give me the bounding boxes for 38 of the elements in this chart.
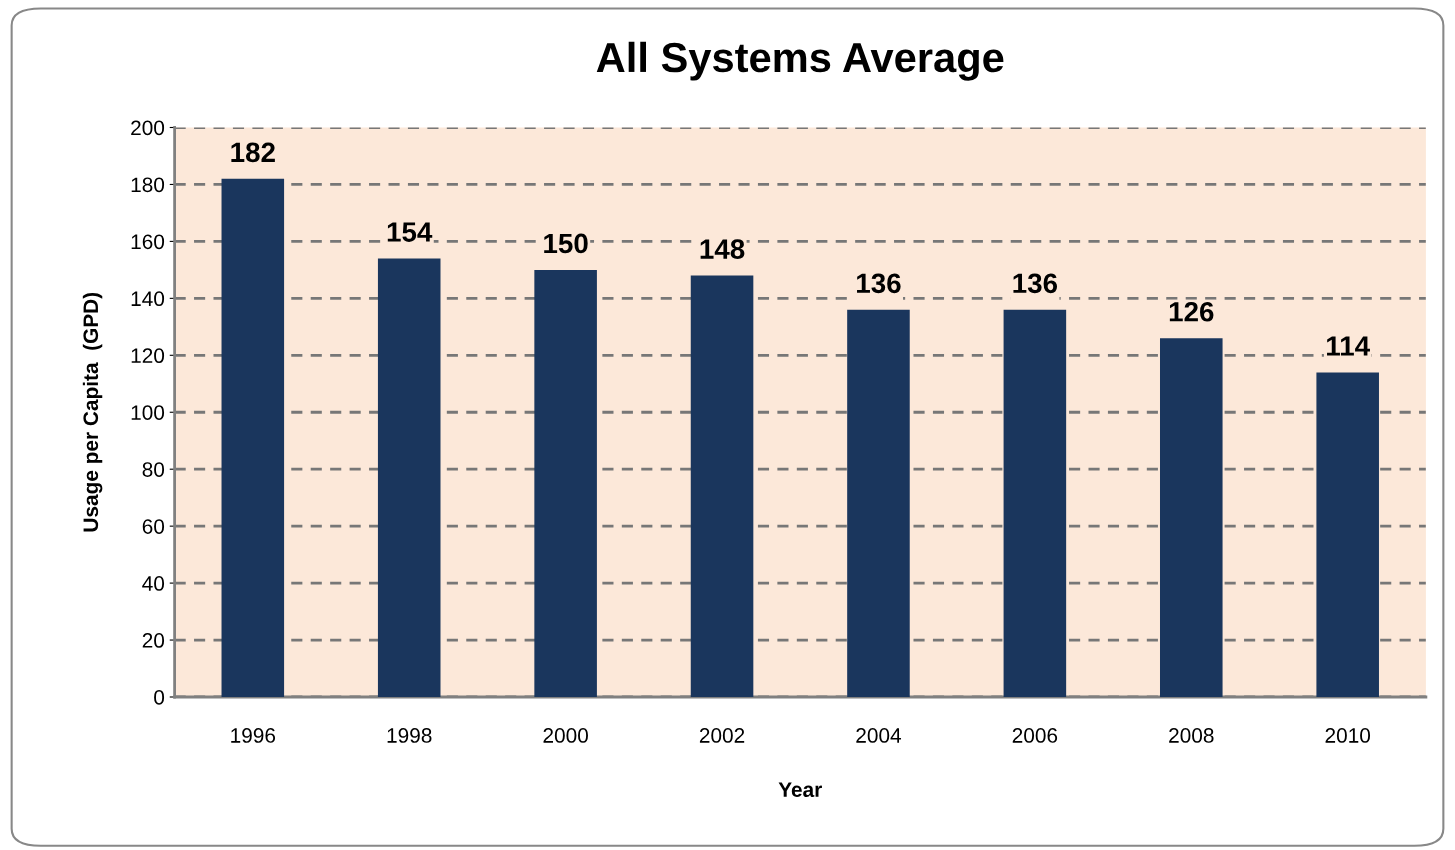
bar	[221, 178, 285, 697]
y-tick-label: 20	[142, 633, 165, 648]
x-tick-label: 1996	[231, 728, 276, 743]
data-label: 126	[1169, 301, 1214, 322]
y-tick-label: 160	[131, 234, 165, 250]
bar	[534, 269, 597, 697]
data-label: 182	[231, 142, 275, 163]
bar	[1160, 338, 1223, 697]
y-tick-label: 60	[142, 519, 165, 534]
y-tick-label: 120	[131, 348, 165, 364]
y-tick-label: 0	[154, 690, 165, 705]
data-label: 136	[1013, 273, 1058, 294]
data-label: 150	[544, 233, 588, 254]
y-tick-label: 140	[131, 291, 165, 307]
y-tick-label: 80	[142, 462, 165, 477]
y-tick-label: 40	[142, 576, 165, 591]
x-axis-title: Year	[778, 782, 822, 797]
y-tick-label: 100	[131, 405, 165, 420]
x-tick-label: 2006	[1012, 728, 1058, 743]
bar	[1003, 309, 1067, 697]
x-tick-label: 2004	[856, 728, 902, 743]
bar	[690, 275, 754, 697]
y-axis-title: Usage per Capita (GPD)	[82, 292, 103, 532]
bar	[377, 258, 441, 697]
x-tick-label: 2000	[543, 728, 588, 743]
x-tick-label: 2002	[699, 728, 745, 743]
x-tick-label: 2008	[1169, 728, 1214, 743]
data-label: 114	[1327, 336, 1370, 356]
data-label: 136	[857, 273, 901, 294]
bar	[1316, 372, 1379, 697]
y-tick-label: 180	[131, 177, 165, 193]
data-label: 154	[387, 222, 433, 242]
x-tick-label: 2010	[1325, 728, 1371, 743]
x-tick-label: 1998	[387, 728, 432, 743]
y-tick-label: 200	[131, 120, 165, 136]
bar	[847, 309, 910, 697]
chart-title: All Systems Average	[596, 41, 1004, 81]
data-label: 148	[700, 239, 745, 259]
